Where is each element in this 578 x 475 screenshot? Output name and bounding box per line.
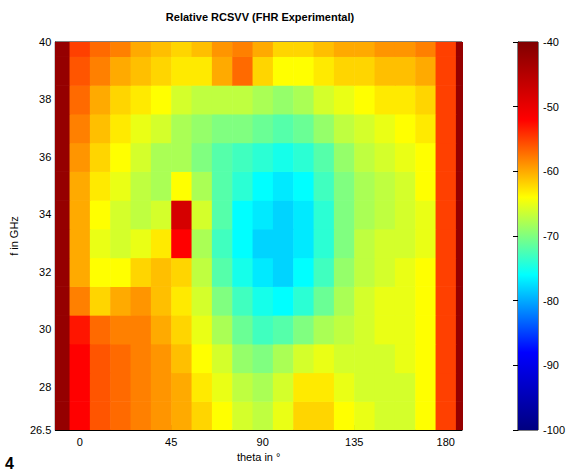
svg-text:-50: -50 [543, 101, 559, 113]
svg-text:-40: -40 [543, 36, 559, 48]
svg-text:40: 40 [39, 36, 51, 48]
svg-text:45: 45 [165, 436, 177, 448]
svg-text:-80: -80 [543, 295, 559, 307]
svg-text:0: 0 [77, 436, 83, 448]
svg-text:-100: -100 [543, 424, 565, 436]
svg-text:28: 28 [39, 381, 51, 393]
svg-text:theta in °: theta in ° [237, 451, 281, 463]
svg-text:-70: -70 [543, 230, 559, 242]
svg-text:f in GHz: f in GHz [8, 216, 20, 256]
svg-text:26.5: 26.5 [30, 424, 51, 436]
svg-text:135: 135 [345, 436, 363, 448]
svg-text:30: 30 [39, 323, 51, 335]
svg-text:-60: -60 [543, 165, 559, 177]
svg-text:32: 32 [39, 266, 51, 278]
svg-text:-90: -90 [543, 359, 559, 371]
svg-text:34: 34 [39, 208, 51, 220]
svg-text:36: 36 [39, 151, 51, 163]
svg-text:Relative RCSVV (FHR Experiment: Relative RCSVV (FHR Experimental) [166, 11, 355, 23]
svg-text:180: 180 [437, 436, 455, 448]
svg-text:4: 4 [5, 455, 14, 472]
svg-text:38: 38 [39, 93, 51, 105]
svg-text:90: 90 [257, 436, 269, 448]
